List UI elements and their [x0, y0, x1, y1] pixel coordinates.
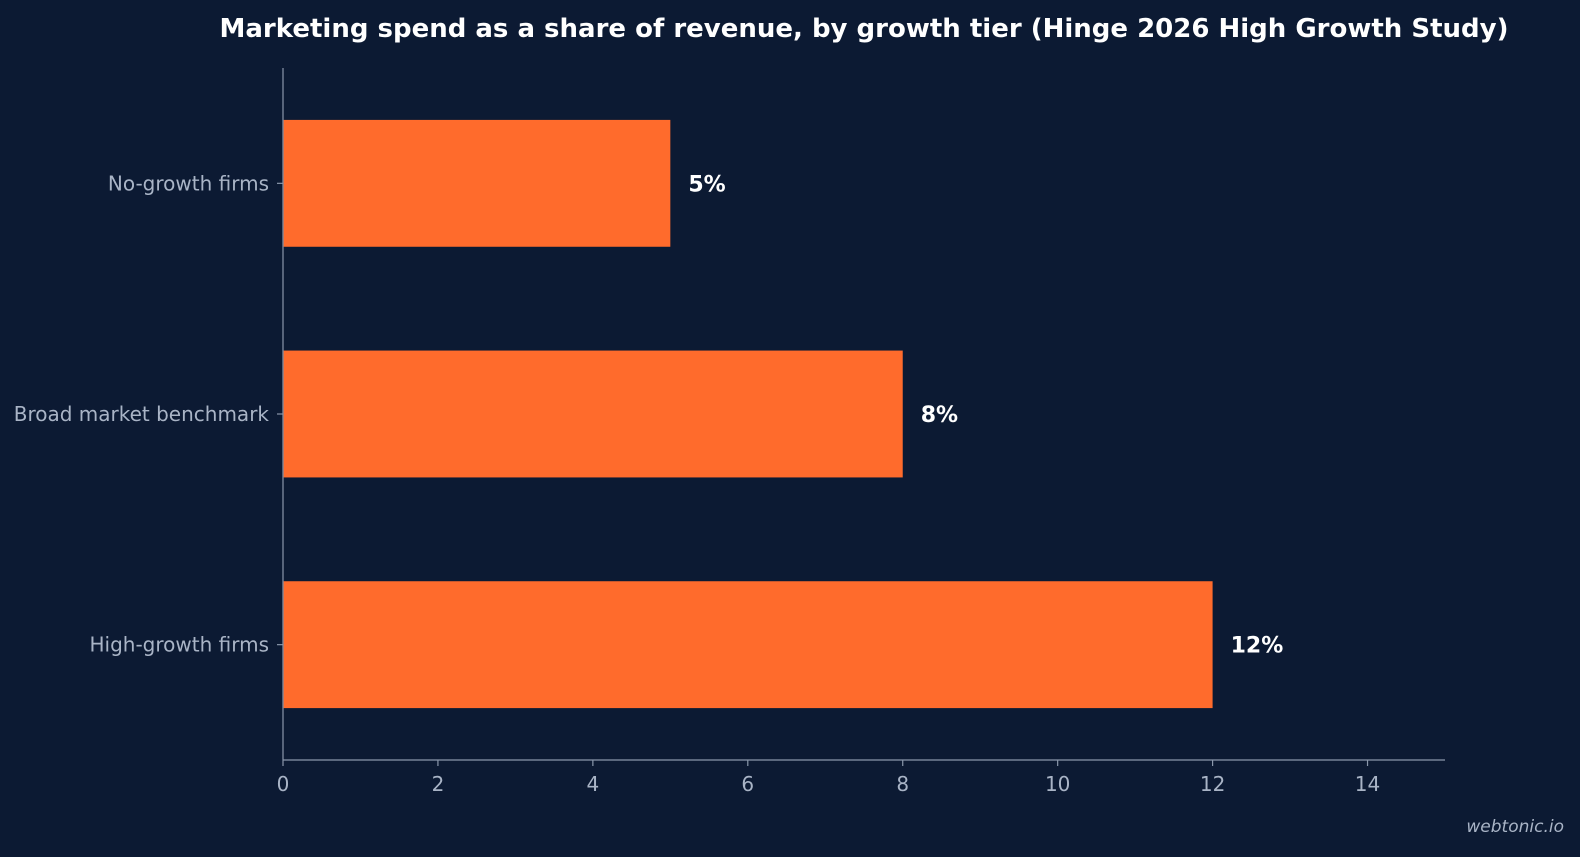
x-tick-label: 10	[1045, 772, 1070, 796]
x-tick-label: 0	[277, 772, 290, 796]
bar	[283, 581, 1213, 709]
bar	[283, 350, 903, 478]
bars-layer: 5% 8% 12%	[283, 119, 1284, 709]
axes-layer: 0 2 4 6 8 10 12 14 No-growth firms Broad market b…	[14, 68, 1445, 796]
category-label: No-growth firms	[108, 171, 269, 195]
category-label: High-growth firms	[89, 633, 269, 657]
bar	[283, 119, 671, 247]
data-label: 8%	[921, 403, 958, 428]
data-label: 5%	[688, 172, 725, 197]
x-tick-label: 8	[896, 772, 909, 796]
x-tick-label: 14	[1355, 772, 1380, 796]
chart-title: Marketing spend as a share of revenue, b…	[220, 14, 1509, 44]
x-tick-label: 4	[586, 772, 599, 796]
watermark: webtonic.io	[1466, 817, 1564, 837]
x-tick-label: 12	[1200, 772, 1225, 796]
category-label: Broad market benchmark	[14, 402, 270, 426]
x-tick-label: 6	[741, 772, 754, 796]
x-tick-label: 2	[432, 772, 445, 796]
data-label: 12%	[1231, 634, 1284, 659]
